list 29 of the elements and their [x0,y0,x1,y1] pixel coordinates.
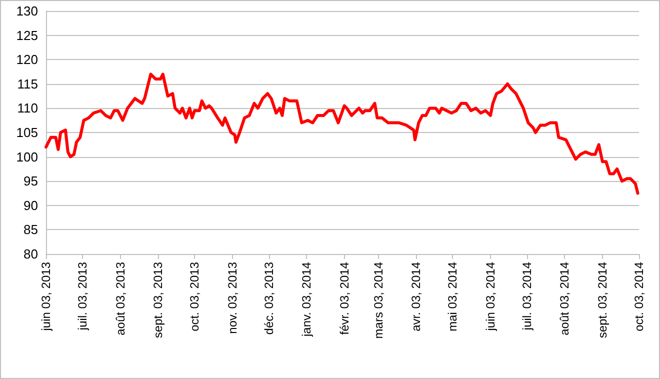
x-tick-label: août 03, 2013 [113,262,128,336]
y-tick-label: 120 [16,52,38,68]
x-tick-label: oct. 03, 2013 [188,262,202,332]
x-tick-label: juil. 03, 2013 [76,262,90,332]
x-tick-label: oct. 03, 2014 [632,262,646,332]
x-tick-label: déc. 03, 2013 [262,262,276,335]
x-tick-label: janv. 03, 2014 [300,262,314,338]
x-tick-label: juin 03, 2013 [39,262,53,332]
x-tick-label: sept. 03, 2014 [595,262,610,338]
line-series [44,72,640,195]
y-tick-label: 130 [16,4,38,18]
y-tick-label: 110 [17,100,38,116]
x-tick-label: juin 03, 2014 [483,262,498,332]
y-tick-label: 90 [24,198,38,213]
y-tick-label: 105 [16,125,38,140]
x-tick-label: nov. 03, 2013 [225,262,240,334]
x-tick-label: févr. 03, 2014 [337,262,352,335]
x-tick-label: mai 03, 2014 [446,262,460,332]
y-tick-label: 95 [24,174,38,189]
y-tick-label: 85 [24,222,38,238]
y-tick-label: 125 [16,28,38,43]
y-tick-label: 80 [24,246,38,262]
x-tick-label: avr. 03, 2014 [409,262,424,332]
y-tick-label: 100 [16,149,38,164]
x-tick-label: août 03, 2014 [558,262,572,336]
x-tick-label: juil. 03, 2014 [520,262,534,332]
x-tick-label: sept. 03, 2013 [151,262,166,338]
y-tick-label: 115 [17,76,38,92]
x-tick-label: mars 03, 2014 [371,262,386,339]
